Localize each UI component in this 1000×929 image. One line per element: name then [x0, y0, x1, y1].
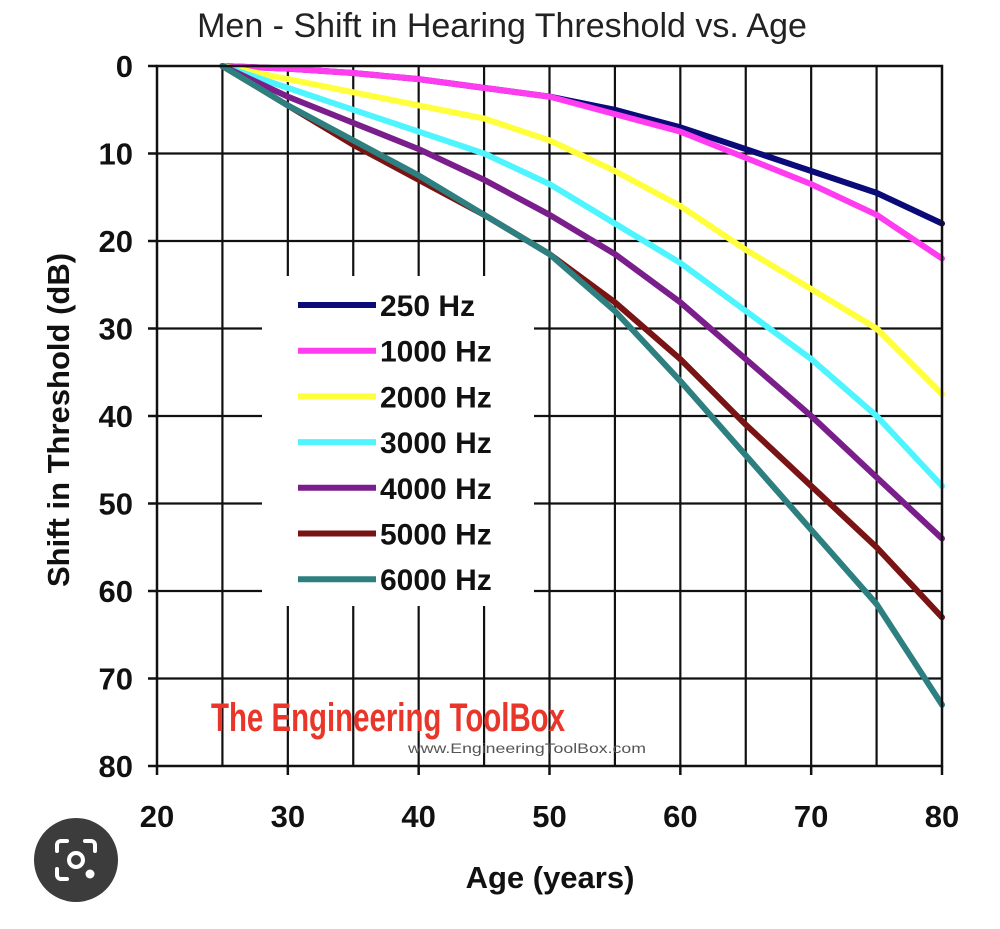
legend-label: 5000 Hz	[380, 519, 492, 552]
y-tick-label: 0	[116, 49, 133, 84]
x-axis-label: Age (years)	[466, 860, 635, 895]
series-lines	[219, 63, 945, 708]
legend-label: 2000 Hz	[380, 381, 492, 414]
chart-title: Men - Shift in Hearing Threshold vs. Age	[197, 7, 807, 45]
axes	[148, 64, 944, 775]
legend-label: 4000 Hz	[380, 473, 492, 506]
y-tick-label: 80	[99, 749, 133, 784]
x-tick-label: 60	[663, 799, 697, 834]
x-tick-label: 70	[794, 799, 828, 834]
y-tick-label: 10	[99, 137, 133, 172]
legend: 250 Hz 1000 Hz 2000 Hz 3000 Hz 4000 Hz 5000 H…	[262, 276, 534, 606]
watermark-brand: The Engineering ToolBox	[211, 696, 565, 740]
y-axis-label: Shift in Threshold (dB)	[41, 253, 76, 587]
y-tick-label: 30	[99, 312, 133, 347]
series-line-5000-hz	[219, 63, 945, 621]
series-line-6000-hz	[219, 63, 945, 708]
y-tick-label: 40	[99, 399, 133, 434]
x-tick-labels: 20 30 40 50 60 70 80	[140, 799, 959, 834]
camera-search-icon	[55, 839, 97, 881]
series-line-3000-hz	[219, 63, 945, 489]
y-tick-label: 70	[99, 662, 133, 697]
series-line-2000-hz	[219, 63, 945, 398]
series-line-4000-hz	[219, 63, 945, 542]
y-tick-labels: 0 10 20 30 40 50 60 70 80	[99, 49, 133, 784]
lens-search-button[interactable]	[34, 818, 118, 902]
legend-label: 250 Hz	[380, 290, 475, 323]
legend-label: 1000 Hz	[380, 336, 492, 369]
legend-label: 3000 Hz	[380, 427, 492, 460]
y-tick-label: 20	[99, 224, 133, 259]
x-tick-label: 30	[271, 799, 305, 834]
x-tick-label: 80	[925, 799, 959, 834]
x-tick-label: 20	[140, 799, 174, 834]
x-tick-label: 50	[532, 799, 566, 834]
legend-label: 6000 Hz	[380, 564, 492, 597]
y-tick-label: 60	[99, 574, 133, 609]
watermark-url: www.EngineeringToolBox.com	[407, 740, 646, 756]
x-tick-label: 40	[401, 799, 435, 834]
y-tick-label: 50	[99, 487, 133, 522]
series-line-1000-hz	[219, 63, 945, 262]
